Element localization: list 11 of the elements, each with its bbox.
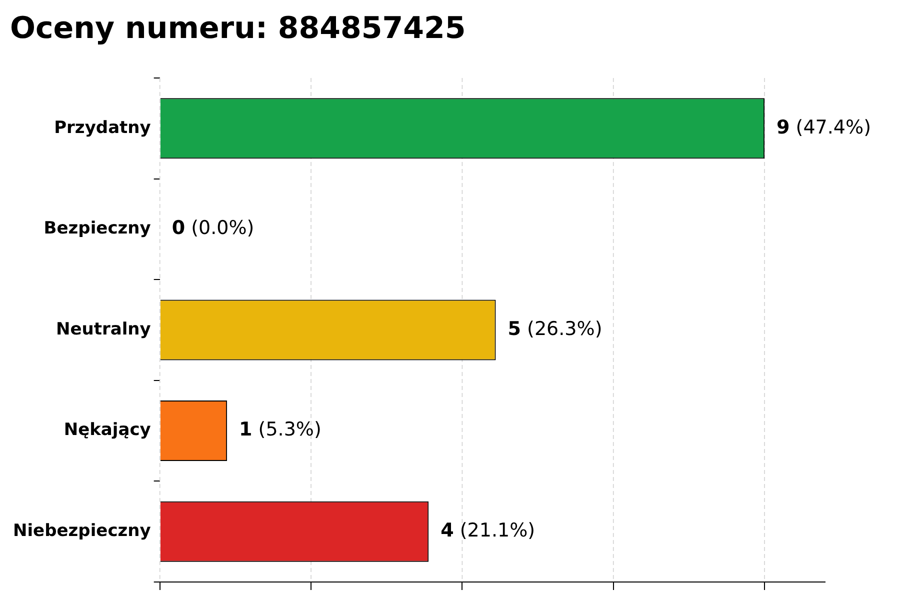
data-label: 0 (0.0%) bbox=[172, 217, 254, 240]
chart-title: Oceny numeru: 884857425 bbox=[10, 10, 466, 46]
y-tick-label: Przydatny bbox=[54, 118, 151, 138]
y-tick-label: Nękający bbox=[64, 420, 151, 440]
data-label: 4 (21.1%) bbox=[440, 520, 536, 542]
data-label: 1 (5.3%) bbox=[239, 418, 322, 441]
data-label: 9 (47.4%) bbox=[776, 116, 871, 138]
y-tick-label: Niebezpieczny bbox=[13, 521, 151, 542]
y-tick-label: Neutralny bbox=[56, 319, 151, 340]
data-label: 5 (26.3%) bbox=[508, 318, 602, 340]
y-tick-label: Bezpieczny bbox=[44, 218, 151, 239]
